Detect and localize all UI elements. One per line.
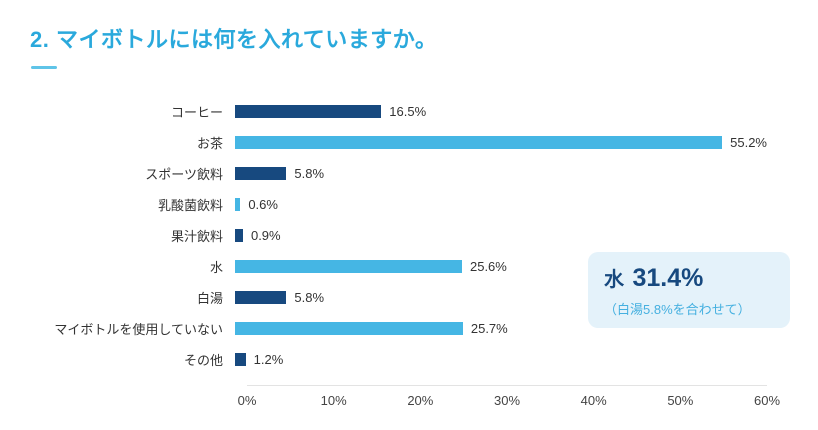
- bar: [235, 229, 243, 242]
- chart-rows: コーヒー 16.5% お茶 55.2% スポーツ飲料 5.8% 乳酸菌飲料 0.6% 果汁飲料 0…: [35, 96, 767, 375]
- axis-tick-label: 40%: [580, 393, 607, 408]
- value-label: 16.5%: [389, 104, 427, 119]
- axis-tick-label: 30%: [493, 393, 521, 408]
- value-label: 5.8%: [294, 166, 325, 181]
- bar: [235, 260, 462, 273]
- category-label: その他: [183, 353, 223, 368]
- title-underline: [31, 66, 57, 69]
- bar-track: 16.5%: [235, 104, 767, 119]
- value-label: 25.6%: [469, 259, 507, 274]
- chart-row: 白湯 5.8%: [35, 282, 767, 313]
- axis-tick-label: 0%: [237, 393, 257, 408]
- bar-chart: コーヒー 16.5% お茶 55.2% スポーツ飲料 5.8% 乳酸菌飲料 0.6% 果汁飲料 0…: [35, 96, 780, 408]
- category-label: 果汁飲料: [170, 229, 223, 244]
- category-label: 白湯: [196, 291, 223, 306]
- bar: [235, 322, 463, 335]
- chart-row: マイボトルを使用していない 25.7%: [35, 313, 767, 344]
- callout-main: 水 31.4%: [604, 264, 774, 293]
- axis-tick-label: 20%: [407, 393, 434, 408]
- category-label: スポーツ飲料: [145, 167, 223, 182]
- category-label: コーヒー: [170, 105, 223, 120]
- chart-row: スポーツ飲料 5.8%: [35, 158, 767, 189]
- chart-row: その他 1.2%: [35, 344, 767, 375]
- value-label: 0.6%: [248, 197, 278, 212]
- bar: [235, 353, 246, 366]
- bar-track: 0.6%: [235, 197, 767, 212]
- bar-track: 25.7%: [235, 321, 767, 336]
- bar-track: 1.2%: [235, 352, 767, 367]
- axis-tick-label: 60%: [753, 393, 781, 408]
- callout-value: 31.4%: [632, 264, 704, 292]
- value-label: 55.2%: [730, 135, 767, 150]
- callout-category-label: 水: [604, 269, 624, 291]
- value-label: 5.8%: [294, 290, 325, 305]
- bar-track: 25.6%: [235, 259, 767, 274]
- page-title: 2. マイボトルには何を入れていますか。: [30, 27, 438, 52]
- bar-track: 55.2%: [235, 135, 767, 150]
- bar-track: 0.9%: [235, 228, 767, 243]
- chart-row: お茶 55.2%: [35, 127, 767, 158]
- bar: [235, 136, 723, 149]
- chart-row: 果汁飲料 0.9%: [35, 220, 767, 251]
- value-label: 25.7%: [470, 321, 508, 336]
- category-label: マイボトルを使用していない: [54, 322, 223, 337]
- category-label: 水: [209, 260, 223, 275]
- axis-tick-label: 50%: [667, 393, 694, 408]
- bar: [235, 291, 287, 304]
- chart-row: コーヒー 16.5%: [35, 96, 767, 127]
- chart-row: 乳酸菌飲料 0.6%: [35, 189, 767, 220]
- value-label: 0.9%: [250, 228, 281, 243]
- summary-callout: 水 31.4% （白湯5.8%を合わせて）: [588, 252, 790, 328]
- category-label: 乳酸菌飲料: [157, 198, 223, 213]
- value-label: 1.2%: [253, 352, 284, 367]
- bar: [235, 167, 287, 180]
- category-label: お茶: [196, 136, 223, 151]
- bar-track: 5.8%: [235, 290, 767, 305]
- bar: [235, 198, 241, 211]
- bar-track: 5.8%: [235, 166, 767, 181]
- chart-row: 水 25.6%: [35, 251, 767, 282]
- callout-note: （白湯5.8%を合わせて）: [604, 301, 751, 317]
- x-axis: 0% 10% 20% 30% 40% 50% 60%: [238, 385, 780, 408]
- bar: [235, 105, 382, 118]
- axis-tick-label: 10%: [320, 393, 347, 408]
